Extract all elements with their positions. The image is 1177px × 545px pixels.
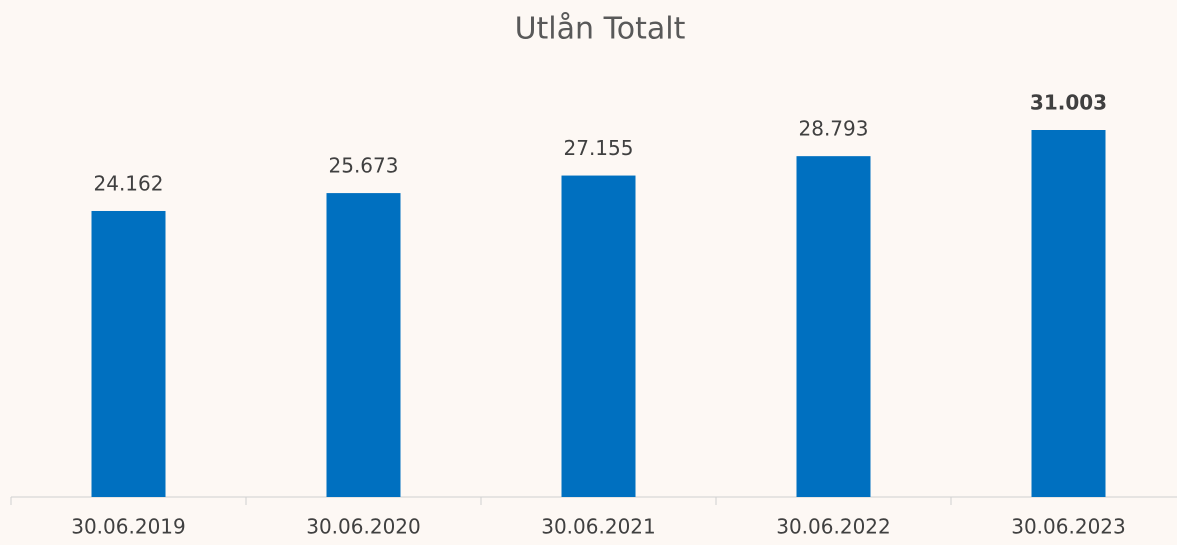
- bar: [561, 175, 636, 497]
- chart-title: Utlån Totalt: [515, 12, 686, 47]
- value-label: 31.003: [1030, 91, 1107, 115]
- x-tick-label: 30.06.2021: [541, 515, 656, 539]
- value-label: 24.162: [94, 171, 164, 195]
- x-tick-label: 30.06.2019: [71, 515, 186, 539]
- value-label: 25.673: [329, 154, 399, 178]
- value-label: 28.793: [799, 117, 869, 141]
- value-label: 27.155: [564, 136, 634, 160]
- x-tick-label: 30.06.2020: [306, 515, 421, 539]
- x-tick-label: 30.06.2023: [1011, 515, 1126, 539]
- bar: [1031, 130, 1106, 497]
- bar: [796, 156, 871, 497]
- bar: [326, 193, 401, 497]
- x-tick-label: 30.06.2022: [776, 515, 891, 539]
- bar: [91, 210, 166, 497]
